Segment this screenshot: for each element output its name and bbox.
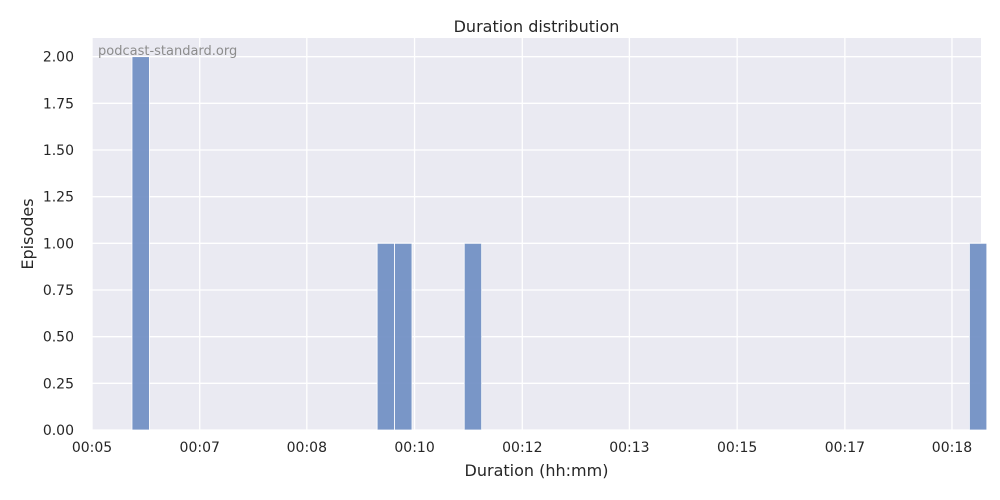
x-tick-label: 00:13 (609, 440, 649, 456)
watermark-text: podcast-standard.org (98, 44, 237, 59)
x-tick-label: 00:12 (502, 440, 542, 456)
histogram-bar (394, 242, 413, 431)
y-tick-label: 1.50 (43, 143, 74, 159)
x-tick-label: 00:05 (72, 440, 112, 456)
y-axis-ticks: 0.00 0.25 0.50 0.75 1.00 1.25 1.50 1.75 2.00 (43, 50, 74, 439)
plot-area (92, 38, 981, 430)
y-tick-label: 0.75 (43, 283, 74, 299)
y-tick-label: 0.25 (43, 376, 74, 392)
grid-lines (91, 38, 981, 431)
x-tick-label: 00:15 (717, 440, 757, 456)
y-axis-title: Episodes (18, 198, 37, 269)
y-tick-label: 1.00 (43, 236, 74, 252)
chart-title: Duration distribution (454, 17, 620, 36)
x-axis-title: Duration (hh:mm) (465, 461, 609, 480)
x-tick-label: 00:17 (825, 440, 865, 456)
y-tick-label: 2.00 (43, 50, 74, 66)
y-tick-label: 1.75 (43, 96, 74, 112)
y-tick-label: 0.50 (43, 330, 74, 346)
histogram-bar (131, 56, 150, 431)
y-tick-label: 1.25 (43, 190, 74, 206)
y-tick-label: 0.00 (43, 423, 74, 439)
histogram-bars (131, 56, 988, 431)
histogram-bar (968, 242, 988, 431)
x-tick-label: 00:10 (394, 440, 434, 456)
x-tick-label: 00:08 (287, 440, 327, 456)
histogram-bar (463, 242, 483, 431)
x-axis-ticks: 00:05 00:07 00:08 00:10 00:12 00:13 00:15 00:17… (72, 440, 972, 456)
histogram-bar (376, 242, 395, 431)
x-tick-label: 00:18 (932, 440, 972, 456)
x-tick-label: 00:07 (180, 440, 220, 456)
